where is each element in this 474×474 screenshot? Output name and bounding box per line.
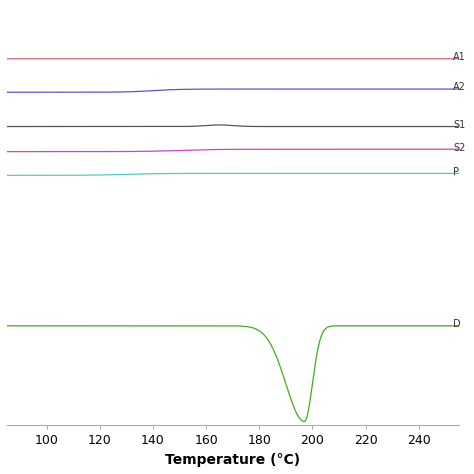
Text: A2: A2 (453, 82, 466, 92)
X-axis label: Temperature (°C): Temperature (°C) (165, 453, 301, 467)
Text: S2: S2 (453, 143, 465, 153)
Text: D: D (453, 319, 461, 329)
Text: A1: A1 (453, 52, 466, 62)
Text: P: P (453, 167, 459, 177)
Text: S1: S1 (453, 120, 465, 130)
